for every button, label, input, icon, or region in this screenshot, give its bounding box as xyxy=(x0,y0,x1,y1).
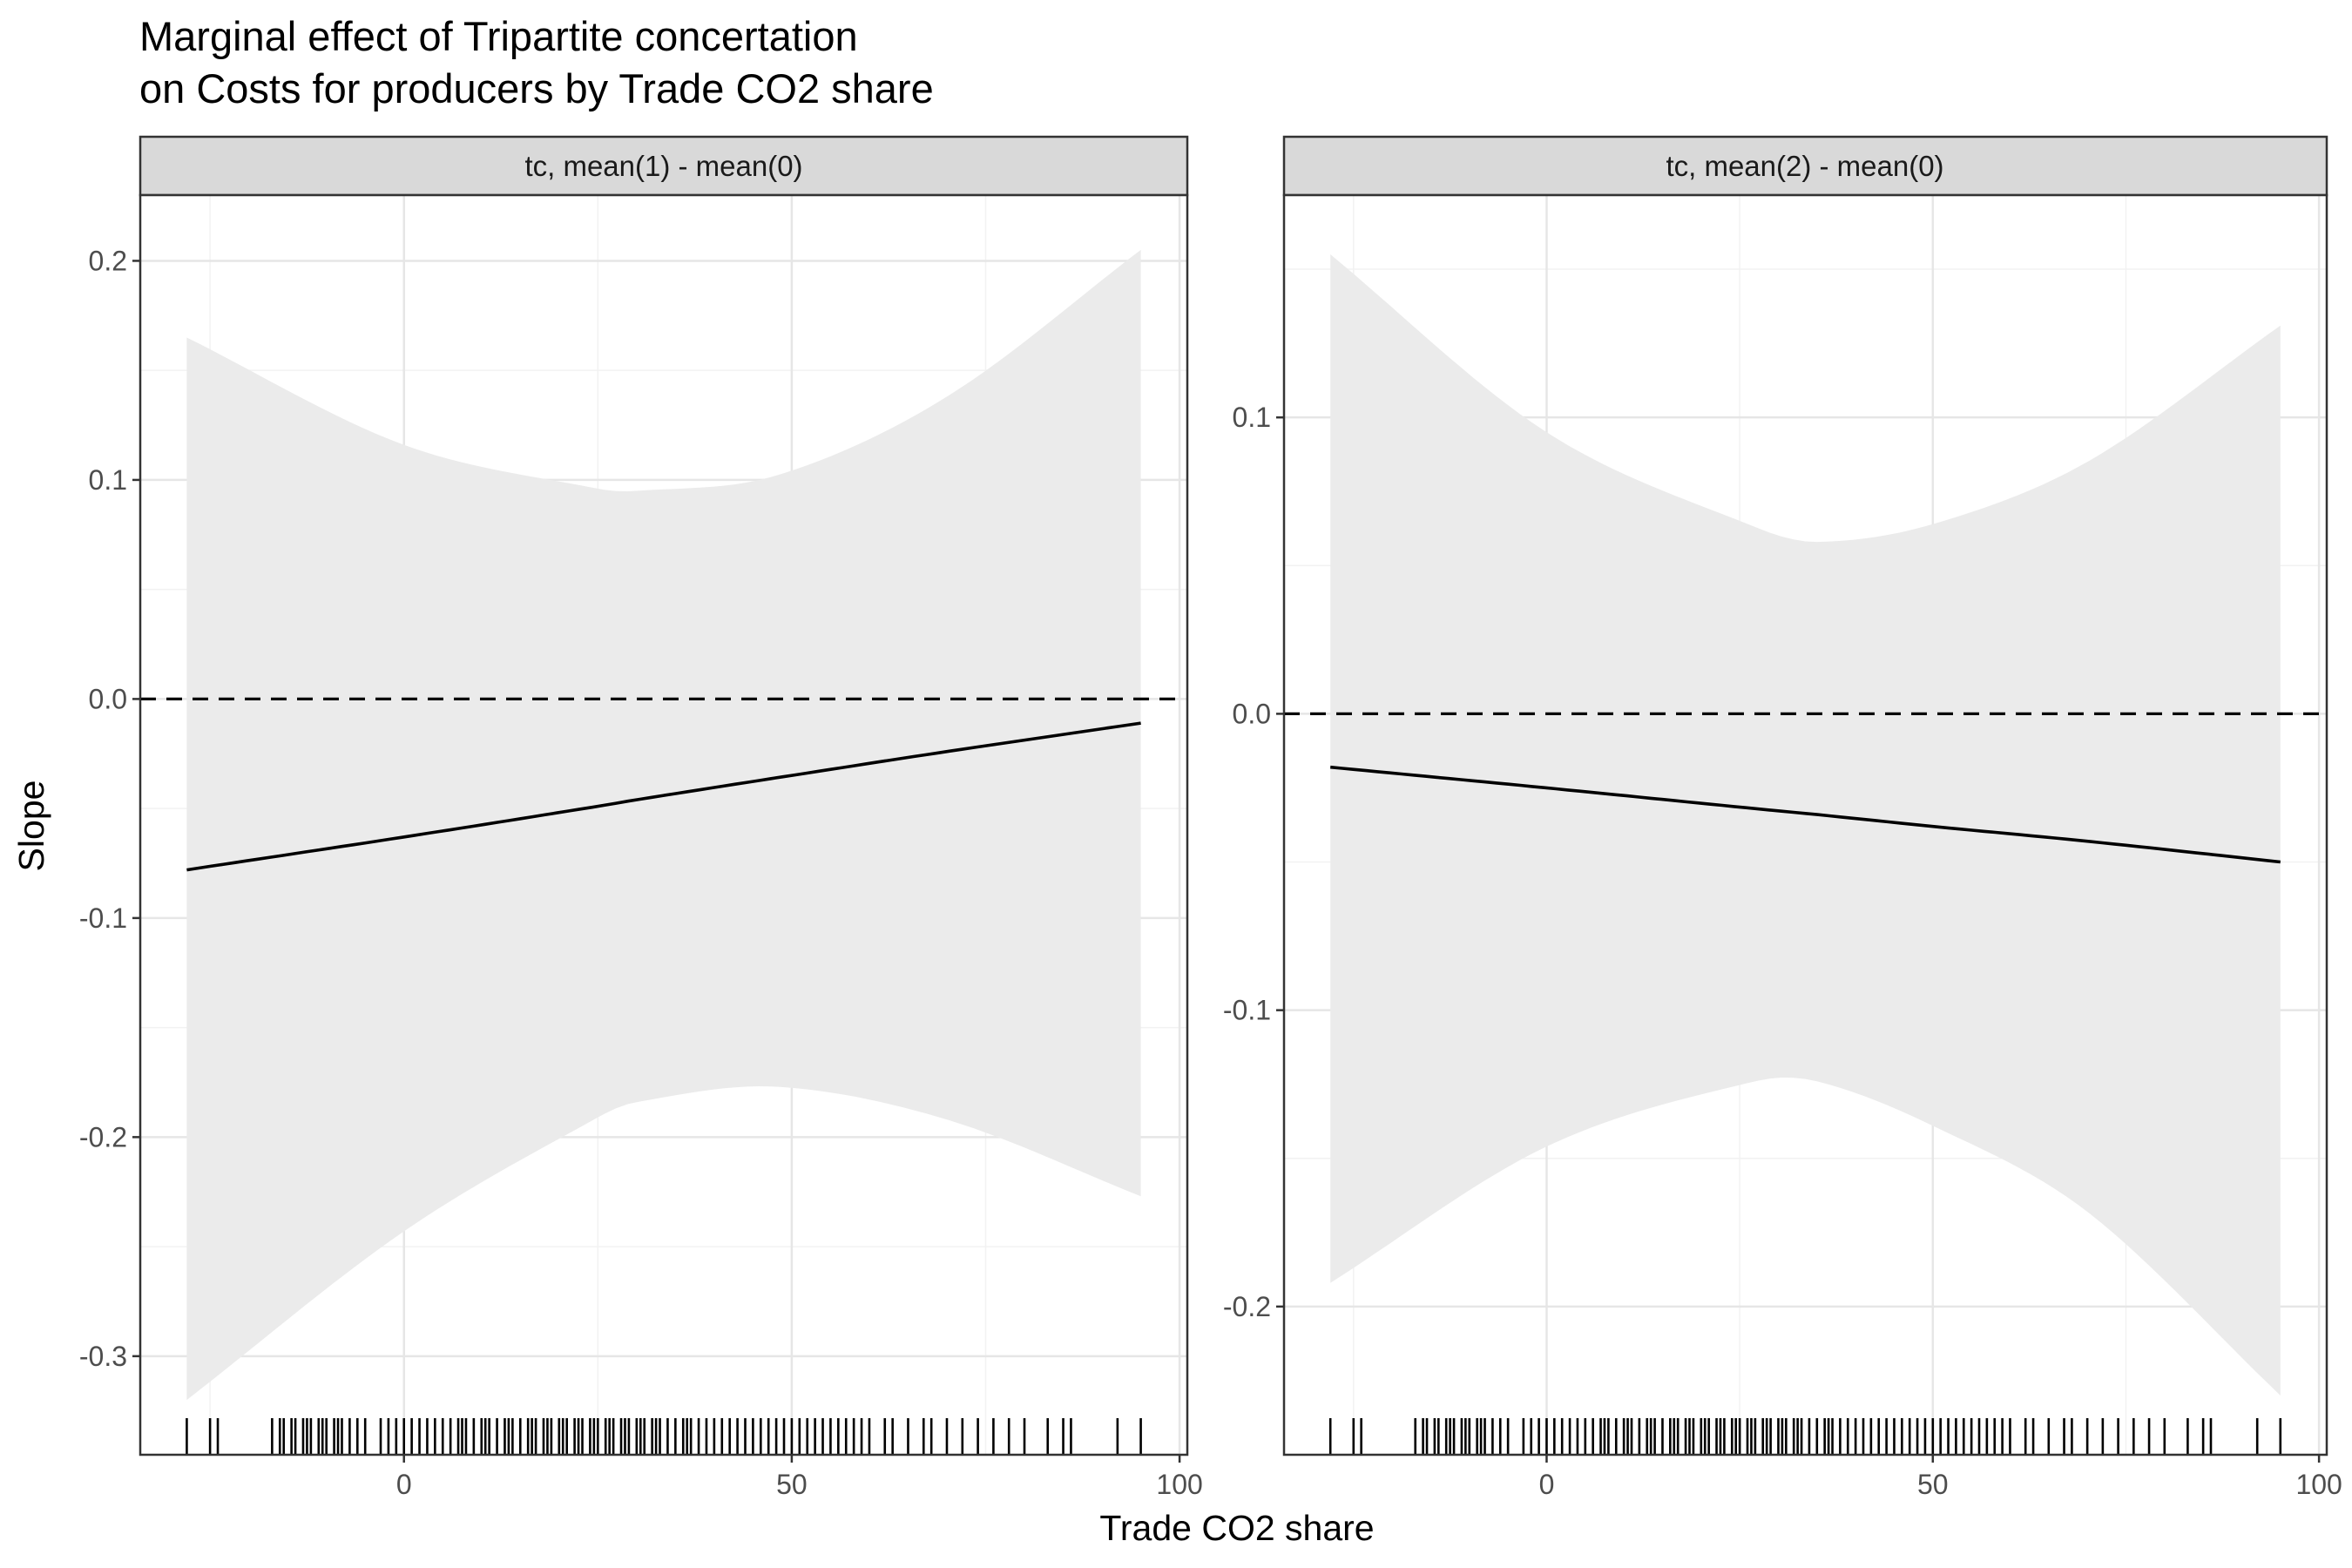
y-tick-label: -0.1 xyxy=(79,902,127,934)
y-tick-label: -0.3 xyxy=(79,1341,127,1372)
confidence-ribbon xyxy=(186,249,1141,1401)
x-tick-label: 0 xyxy=(396,1469,412,1500)
y-tick-label: 0.2 xyxy=(89,245,127,276)
chart-title-line-2: on Costs for producers by Trade CO2 shar… xyxy=(139,65,934,112)
y-axis-ticks: 0.2 0.1 0.0 -0.1 -0.2 -0.3 xyxy=(79,245,140,1372)
x-tick-label: 100 xyxy=(2295,1469,2342,1500)
y-tick-label: -0.1 xyxy=(1223,995,1271,1026)
rug-marks xyxy=(1328,1418,2282,1455)
facet-strip-label: tc, mean(1) - mean(0) xyxy=(524,150,802,182)
marginal-effect-line xyxy=(1330,765,2281,864)
y-axis-title: Slope xyxy=(11,781,51,872)
y-tick-label: -0.2 xyxy=(1223,1291,1271,1322)
facet-panel-left: tc, mean(1) - mean(0) 0.2 0.1 0.0 -0.1 -0.2 -… xyxy=(79,135,1203,1500)
facet-strip-background xyxy=(139,135,1189,197)
facet-strip-background xyxy=(1282,135,2328,197)
x-tick-label: 50 xyxy=(776,1469,808,1500)
panel-border xyxy=(139,193,1189,1456)
y-axis-ticks: 0.1 0.0 -0.1 -0.2 xyxy=(1223,402,1284,1322)
chart-title-line-1: Marginal effect of Tripartite concertati… xyxy=(139,13,858,59)
y-tick-label: 0.1 xyxy=(89,464,127,496)
panel-border xyxy=(1282,193,2328,1456)
x-axis-ticks: 0 50 100 xyxy=(1539,1455,2342,1500)
confidence-ribbon xyxy=(1330,254,2281,1396)
y-tick-label: 0.1 xyxy=(1233,402,1271,433)
x-axis-title: Trade CO2 share xyxy=(1099,1508,1374,1548)
x-tick-label: 100 xyxy=(1156,1469,1202,1500)
y-tick-label: 0.0 xyxy=(1233,698,1271,729)
x-tick-label: 50 xyxy=(1917,1469,1949,1500)
x-tick-label: 0 xyxy=(1539,1469,1555,1500)
facet-strip-label: tc, mean(2) - mean(0) xyxy=(1666,150,1943,182)
x-axis-ticks: 0 50 100 xyxy=(396,1455,1203,1500)
marginal-effect-line xyxy=(186,721,1141,872)
y-tick-label: -0.2 xyxy=(79,1121,127,1152)
facet-panel-right: tc, mean(2) - mean(0) 0.1 0.0 -0.1 -0.2 0 50… xyxy=(1223,135,2342,1500)
y-tick-label: 0.0 xyxy=(89,683,127,714)
rug-marks xyxy=(186,1418,1142,1455)
